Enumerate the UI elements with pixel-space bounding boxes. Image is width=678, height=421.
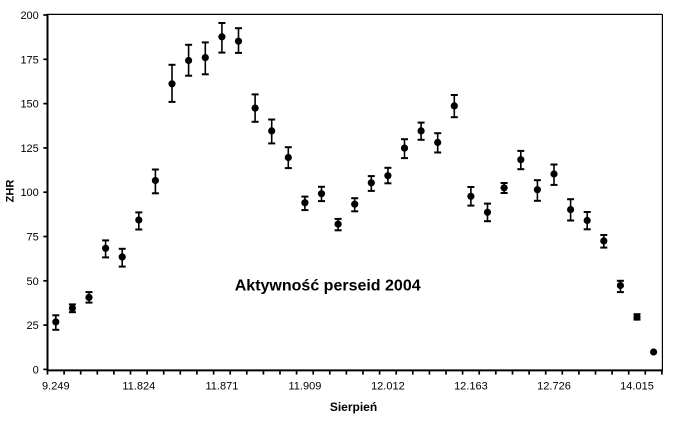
svg-text:200: 200 [20, 10, 38, 22]
svg-text:Aktywność perseid 2004: Aktywność perseid 2004 [235, 278, 421, 295]
svg-text:11.909: 11.909 [288, 381, 321, 393]
svg-text:9.249: 9.249 [42, 381, 70, 393]
svg-text:12.726: 12.726 [537, 381, 571, 393]
svg-text:100: 100 [20, 187, 38, 199]
svg-text:12.163: 12.163 [454, 381, 488, 393]
svg-text:Sierpień: Sierpień [330, 400, 377, 414]
svg-text:11.871: 11.871 [205, 381, 238, 393]
svg-text:75: 75 [27, 232, 39, 244]
svg-text:25: 25 [27, 320, 39, 332]
svg-text:125: 125 [20, 143, 38, 155]
svg-text:175: 175 [20, 54, 38, 66]
svg-text:0: 0 [33, 364, 39, 376]
svg-text:50: 50 [27, 276, 39, 288]
svg-text:150: 150 [20, 99, 38, 111]
svg-text:11.824: 11.824 [122, 381, 155, 393]
svg-text:12.012: 12.012 [371, 381, 405, 393]
svg-text:14.015: 14.015 [620, 381, 654, 393]
svg-text:ZHR: ZHR [4, 180, 16, 203]
